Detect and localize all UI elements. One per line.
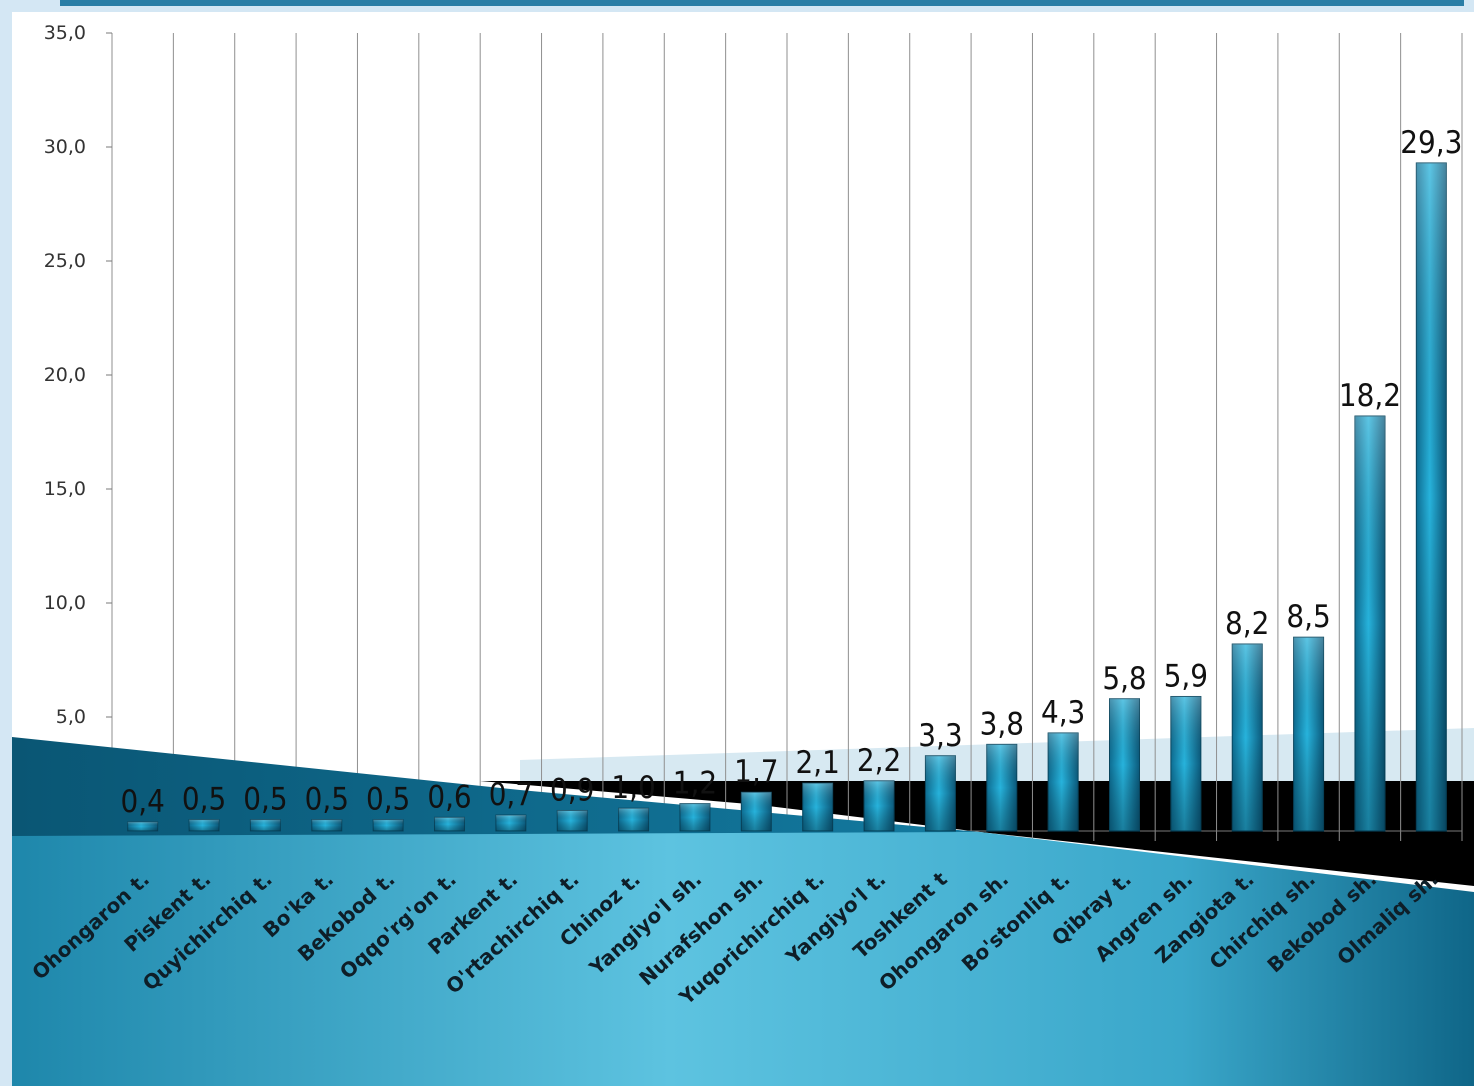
data-label: 0,5: [182, 782, 226, 818]
y-tick-label: 5,0: [56, 706, 86, 728]
y-tick-label: 20,0: [44, 364, 86, 386]
bar-shade: [1048, 732, 1079, 831]
data-label: 18,2: [1339, 378, 1401, 414]
bar-shade: [679, 803, 710, 831]
data-label: 1,2: [673, 766, 717, 802]
bar-shade: [618, 808, 649, 831]
bar-shade: [189, 819, 220, 831]
data-label: 29,3: [1400, 125, 1462, 161]
bar-shade: [1416, 162, 1447, 831]
bar-shade: [127, 821, 158, 831]
bar-shade: [1170, 696, 1201, 831]
data-label: 0,4: [121, 784, 165, 820]
bar-shade: [1293, 637, 1324, 831]
data-label: 5,8: [1102, 661, 1146, 697]
data-label: 0,6: [427, 779, 471, 815]
top-frame-edge: [60, 0, 1464, 6]
data-label: 0,9: [550, 772, 594, 808]
bar-shade: [1109, 698, 1140, 831]
data-label: 1,0: [611, 770, 655, 806]
bars: [127, 162, 1447, 832]
bar-shade: [986, 744, 1017, 831]
data-label: 0,7: [489, 777, 533, 813]
bar-shade: [311, 819, 342, 831]
bar-shade: [434, 817, 465, 831]
data-label: 2,2: [857, 743, 901, 779]
data-label: 0,5: [243, 782, 287, 818]
y-tick-label: 30,0: [44, 136, 86, 158]
data-label: 1,7: [734, 754, 778, 790]
y-tick-label: 15,0: [44, 478, 86, 500]
data-label: 0,5: [305, 782, 349, 818]
bar-shade: [1354, 416, 1385, 831]
bar-shade: [1232, 644, 1263, 831]
data-label: 5,9: [1164, 658, 1208, 694]
bar-shade: [864, 780, 895, 831]
dark-band: [480, 781, 1474, 886]
wave-dark: [12, 737, 980, 836]
y-tick-label: 35,0: [44, 22, 86, 44]
grid: [111, 33, 1463, 841]
wave-light: [12, 832, 1474, 1086]
data-label: 8,2: [1225, 606, 1269, 642]
data-labels: 0,4 0,5 0,5 0,5 0,5 0,6 0,7 0,9 1,0 1,2 1,7 2,1 2,2 3…: [121, 125, 1463, 820]
bar-shade: [557, 810, 588, 831]
y-tick-label: 25,0: [44, 250, 86, 272]
bar-shade: [802, 783, 833, 831]
data-label: 3,3: [918, 718, 962, 754]
y-tick-label: 10,0: [44, 592, 86, 614]
data-label: 3,8: [980, 706, 1024, 742]
bar-shade: [373, 819, 404, 831]
bar-shade: [741, 792, 772, 831]
data-label: 2,1: [796, 745, 840, 781]
data-label: 4,3: [1041, 695, 1085, 731]
data-label: 0,5: [366, 782, 410, 818]
bar-shade: [925, 755, 956, 831]
data-label: 8,5: [1286, 599, 1330, 635]
bar-shade: [495, 815, 526, 831]
bar-shade: [250, 819, 281, 831]
